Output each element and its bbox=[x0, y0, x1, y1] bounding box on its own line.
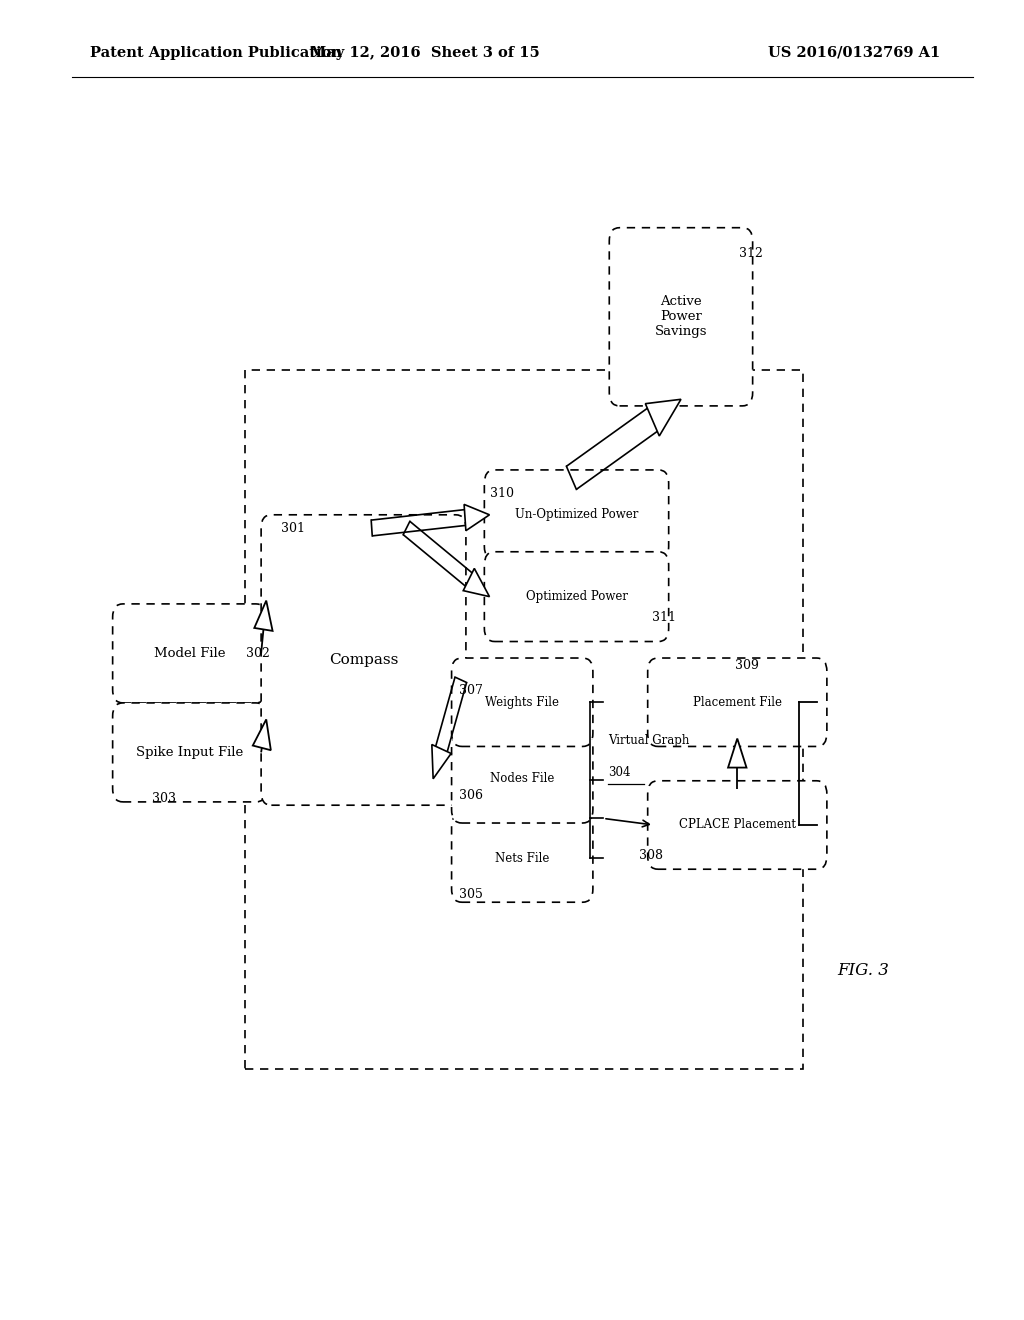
FancyBboxPatch shape bbox=[647, 657, 826, 747]
FancyBboxPatch shape bbox=[647, 781, 826, 870]
Text: May 12, 2016  Sheet 3 of 15: May 12, 2016 Sheet 3 of 15 bbox=[310, 46, 540, 59]
Text: 307: 307 bbox=[459, 684, 482, 697]
Text: CPLACE Placement: CPLACE Placement bbox=[679, 818, 796, 832]
Text: 309: 309 bbox=[735, 659, 759, 672]
Polygon shape bbox=[254, 601, 272, 631]
Text: 305: 305 bbox=[459, 888, 482, 902]
Polygon shape bbox=[464, 504, 489, 531]
FancyBboxPatch shape bbox=[484, 552, 669, 642]
Text: Un-Optimized Power: Un-Optimized Power bbox=[515, 508, 638, 521]
Text: Spike Input File: Spike Input File bbox=[136, 746, 243, 759]
Text: Nets File: Nets File bbox=[495, 851, 550, 865]
Text: 311: 311 bbox=[652, 611, 676, 624]
Text: Weights File: Weights File bbox=[485, 696, 559, 709]
Text: Optimized Power: Optimized Power bbox=[525, 590, 628, 603]
FancyBboxPatch shape bbox=[452, 813, 593, 903]
FancyBboxPatch shape bbox=[113, 704, 266, 803]
Text: Patent Application Publication: Patent Application Publication bbox=[90, 46, 342, 59]
Text: 312: 312 bbox=[739, 247, 763, 260]
Text: Model File: Model File bbox=[154, 647, 225, 660]
Text: US 2016/0132769 A1: US 2016/0132769 A1 bbox=[768, 46, 940, 59]
Text: 301: 301 bbox=[281, 521, 304, 535]
FancyBboxPatch shape bbox=[484, 470, 669, 560]
FancyBboxPatch shape bbox=[113, 605, 266, 704]
Text: Nodes File: Nodes File bbox=[490, 772, 554, 785]
FancyBboxPatch shape bbox=[452, 657, 593, 747]
Polygon shape bbox=[728, 739, 746, 768]
Text: Placement File: Placement File bbox=[693, 696, 781, 709]
Text: FIG. 3: FIG. 3 bbox=[838, 962, 890, 978]
Text: 302: 302 bbox=[246, 647, 269, 660]
Text: 303: 303 bbox=[152, 792, 175, 805]
Text: Active
Power
Savings: Active Power Savings bbox=[654, 296, 708, 338]
Polygon shape bbox=[253, 719, 271, 750]
FancyBboxPatch shape bbox=[261, 515, 466, 805]
Polygon shape bbox=[432, 744, 452, 779]
Polygon shape bbox=[645, 399, 681, 436]
FancyBboxPatch shape bbox=[246, 370, 803, 1069]
FancyBboxPatch shape bbox=[609, 227, 753, 407]
Polygon shape bbox=[463, 569, 489, 597]
FancyBboxPatch shape bbox=[452, 734, 593, 824]
Text: Virtual Graph: Virtual Graph bbox=[608, 734, 689, 747]
Text: 310: 310 bbox=[490, 487, 514, 500]
Text: 304: 304 bbox=[608, 766, 631, 779]
Text: Compass: Compass bbox=[329, 653, 398, 667]
Text: 306: 306 bbox=[459, 789, 482, 803]
Text: 308: 308 bbox=[639, 849, 663, 862]
